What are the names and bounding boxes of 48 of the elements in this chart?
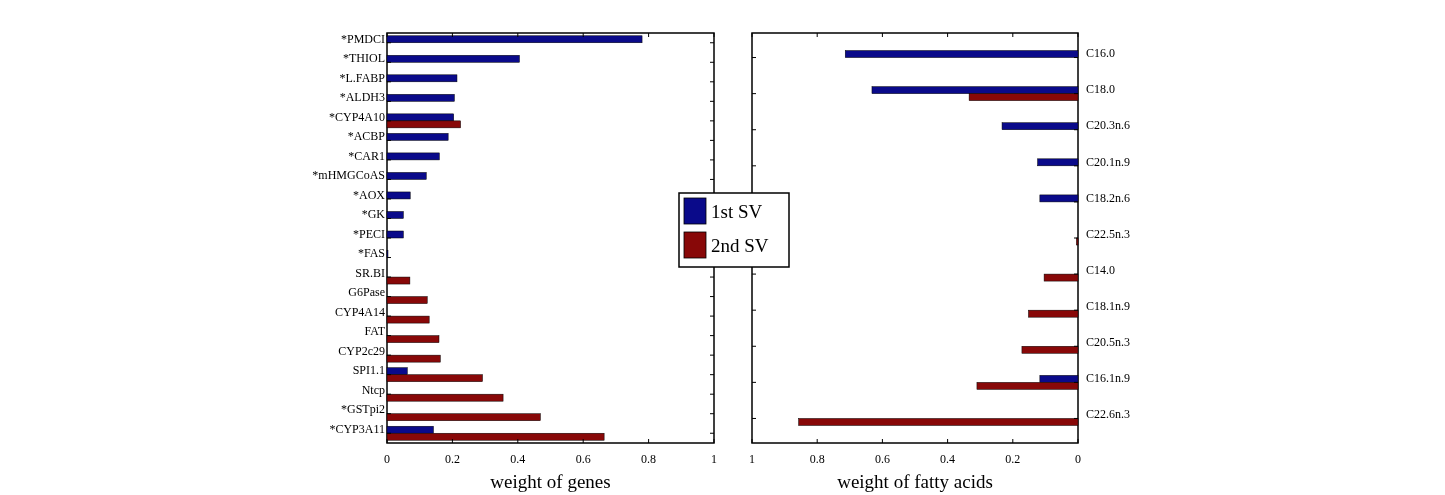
y-tick-label: Ntcp	[361, 382, 385, 397]
x-tick-label: 0.8	[809, 452, 825, 466]
x-tick-label: 0.4	[510, 452, 526, 466]
y-tick-label: *AOX	[353, 187, 386, 202]
y-tick-label: *PECI	[352, 226, 385, 241]
x-tick-label: 0.2	[1005, 452, 1021, 466]
y-tick-label: C22.6n.3	[1086, 407, 1131, 422]
x-tick-label: 0	[1075, 452, 1081, 466]
y-tick-label: C18.1n.9	[1086, 298, 1131, 313]
y-tick-label: C14.0	[1086, 262, 1116, 277]
y-tick-label: *mHMGCoAS	[312, 168, 385, 183]
y-tick-label: C20.5n.3	[1086, 335, 1131, 350]
y-tick-label: CYP4A14	[334, 304, 385, 319]
x-tick-label: 0.4	[940, 452, 956, 466]
y-tick-label: *PMDCI	[340, 31, 385, 46]
y-tick-label: *FAS	[357, 246, 385, 261]
y-tick-label: SPI1.1	[352, 363, 385, 378]
x-tick-label: 0.6	[575, 452, 591, 466]
x-tick-label: 0.2	[444, 452, 460, 466]
x-tick-label: 0	[384, 452, 390, 466]
y-tick-label: *THIOL	[343, 51, 385, 66]
legend-label: 1st SV	[711, 201, 763, 222]
y-tick-label: *ALDH3	[339, 90, 385, 105]
y-tick-label: *ACBP	[347, 129, 386, 144]
y-tick-label: C16.0	[1086, 46, 1116, 61]
y-tick-label: C20.3n.6	[1086, 118, 1131, 133]
y-tick-label: *GK	[361, 207, 386, 222]
y-tick-label: *L.FABP	[339, 70, 386, 85]
x-tick-label: 0.6	[874, 452, 890, 466]
x-axis-title: weight of fatty acids	[837, 471, 993, 492]
y-tick-label: C22.5n.3	[1086, 226, 1131, 241]
y-tick-label: *CYP3A11	[329, 421, 385, 436]
y-tick-label: *CAR1	[348, 148, 385, 163]
y-tick-label: FAT	[364, 324, 386, 339]
legend-label: 2nd SV	[711, 235, 769, 256]
y-tick-label: CYP2c29	[338, 343, 385, 358]
y-tick-label: C20.1n.9	[1086, 154, 1131, 169]
x-axis-title: weight of genes	[490, 471, 611, 492]
y-tick-label: C18.2n.6	[1086, 190, 1131, 205]
x-tick-label: 1	[711, 452, 717, 466]
x-tick-label: 1	[749, 452, 755, 466]
y-tick-label: C18.0	[1086, 82, 1116, 97]
y-tick-label: *GSTpi2	[340, 402, 385, 417]
y-tick-label: SR.BI	[355, 265, 385, 280]
y-tick-label: G6Pase	[348, 285, 385, 300]
x-tick-label: 0.8	[641, 452, 657, 466]
y-tick-label: C16.1n.9	[1086, 371, 1131, 386]
y-tick-label: *CYP4A10	[328, 109, 385, 124]
